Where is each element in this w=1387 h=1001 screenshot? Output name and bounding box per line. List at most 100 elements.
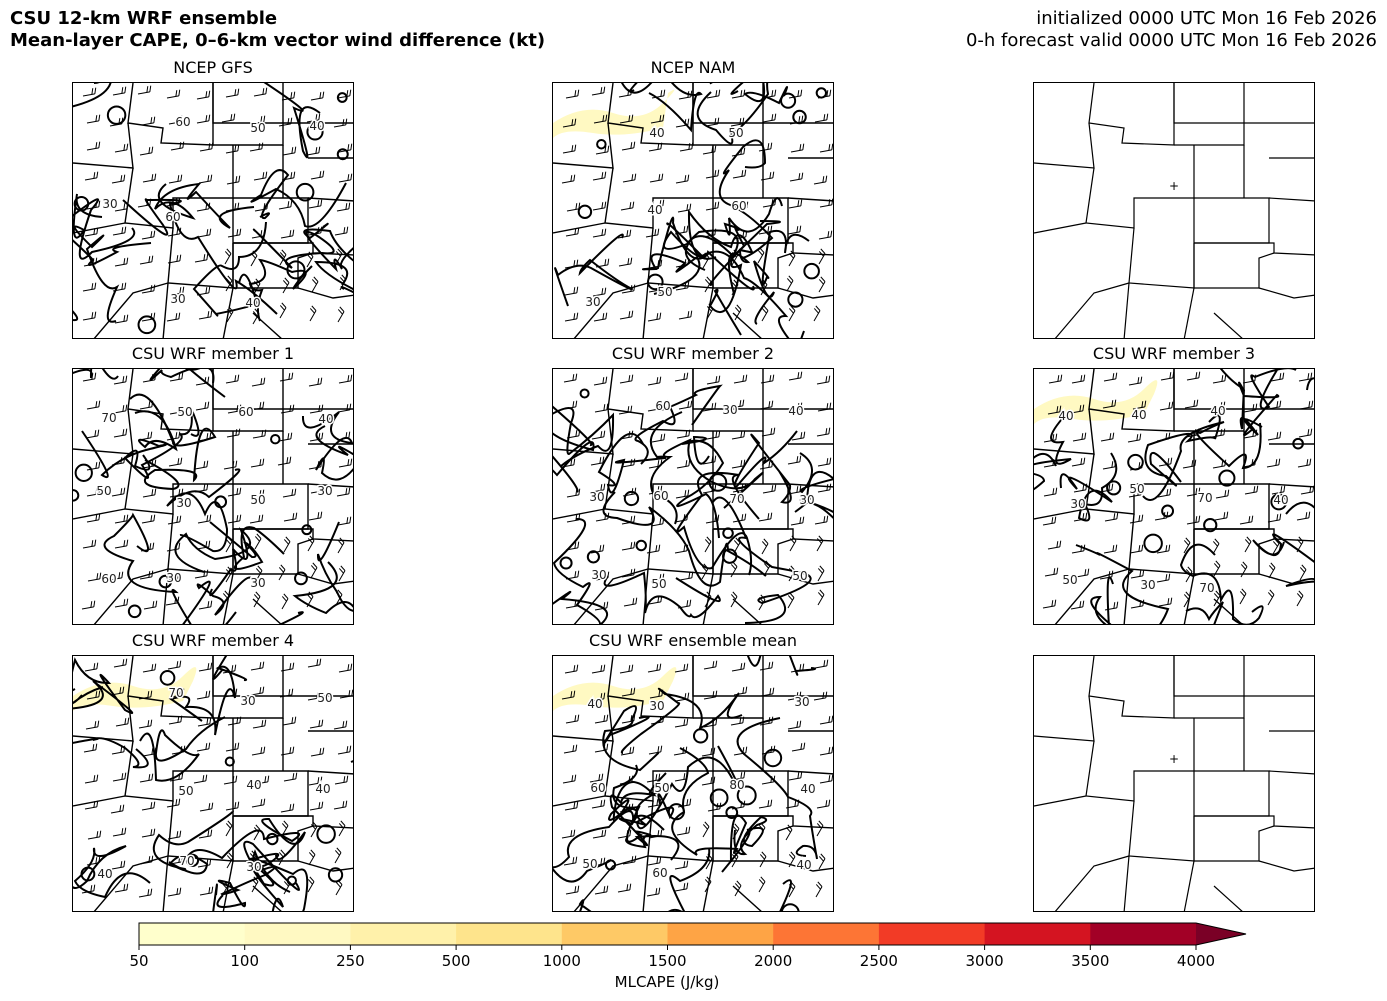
contour-label: 60 — [655, 399, 670, 413]
colorbar-label: MLCAPE (J/kg) — [614, 973, 720, 991]
colorbar-segment — [1090, 923, 1197, 945]
cape-shading — [553, 89, 675, 138]
colorbar-tick-label: 3500 — [1071, 952, 1110, 970]
contour-label: 50 — [654, 781, 669, 795]
contour-label: 30 — [589, 490, 604, 504]
contour-label: 30 — [176, 496, 191, 510]
panel-title: NCEP NAM — [650, 58, 736, 77]
forecast-map-panel: 30 60 50 50 40 60 30 30 70 30 50 — [72, 368, 354, 625]
contour-label: 50 — [651, 577, 666, 591]
colorbar-segment — [773, 923, 880, 945]
panel-title: CSU WRF ensemble mean — [588, 631, 797, 650]
contour-label: 80 — [729, 778, 744, 792]
contour-label: 30 — [170, 292, 185, 306]
contour-label: 50 — [1129, 482, 1144, 496]
colorbar-tick-label: 1500 — [648, 952, 687, 970]
contour-label: 40 — [315, 782, 330, 796]
init-time: initialized 0000 UTC Mon 16 Feb 2026 — [1036, 8, 1377, 29]
contour-label: 50 — [96, 484, 111, 498]
forecast-map-panel: 30 60 50 50 40 60 30 30 70 30 — [552, 368, 834, 625]
contour-label: 30 — [166, 571, 181, 585]
contour-label: 40 — [1058, 409, 1073, 423]
contour-label: 60 — [175, 115, 190, 129]
contour-label: 40 — [796, 858, 811, 872]
panel-title: CSU WRF member 2 — [611, 344, 775, 363]
contour-label: 50 — [792, 569, 807, 583]
contour-label: 40 — [1210, 404, 1225, 418]
contour-label: 40 — [97, 867, 112, 881]
colorbar-tick-label: 1000 — [542, 952, 581, 970]
contour-label: 60 — [653, 489, 668, 503]
basemap-panel: + — [1033, 82, 1315, 339]
contour-label: 60 — [652, 866, 667, 880]
colorbar-segment — [878, 923, 986, 945]
wind-difference-contours — [73, 83, 353, 335]
wind-barbs — [81, 372, 353, 610]
state-borders — [1034, 656, 1314, 911]
colorbar-tick-label: 100 — [230, 952, 260, 970]
contour-label: 40 — [246, 778, 261, 792]
contour-label: 40 — [649, 126, 664, 140]
contour-label: 40 — [1273, 493, 1288, 507]
contour-label: 50 — [582, 857, 597, 871]
forecast-map-panel: 60 40 30 50 60 40 30 — [72, 82, 354, 339]
contour-label: 40 — [309, 119, 324, 133]
colorbar-segment — [350, 923, 457, 945]
state-borders — [73, 83, 353, 338]
colorbar-tick-label: 4000 — [1176, 952, 1216, 970]
contour-label: 60 — [590, 781, 605, 795]
contour-label: 50 — [1062, 573, 1077, 587]
state-borders — [73, 656, 353, 911]
wind-difference-contours — [554, 83, 828, 338]
contour-label: 50 — [250, 121, 265, 135]
contour-label: 30 — [250, 576, 265, 590]
colorbar-segment — [561, 923, 668, 945]
state-borders — [553, 369, 833, 624]
forecast-map-panel: 40 70 50 40 70 50 40 30 30 40 — [1033, 368, 1315, 625]
contour-label: 40 — [587, 697, 602, 711]
wind-barbs — [561, 659, 833, 898]
contour-label: 40 — [788, 404, 803, 418]
contour-label: 40 — [318, 412, 333, 426]
contour-label: 40 — [647, 203, 662, 217]
panel-title: CSU WRF member 4 — [131, 631, 295, 650]
contour-label: 50 — [178, 784, 193, 798]
contour-label: 30 — [240, 694, 255, 708]
colorbar-segment — [244, 923, 351, 945]
colorbar-tick-label: 3000 — [965, 952, 1004, 970]
wind-difference-contours — [553, 656, 818, 911]
contour-label: 30 — [799, 493, 814, 507]
figure-title-line2: Mean-layer CAPE, 0–6-km vector wind diff… — [10, 30, 546, 51]
colorbar-segment — [984, 923, 1091, 945]
wind-barbs — [561, 86, 833, 322]
colorbar-tick-label: 250 — [336, 952, 365, 970]
basemap-panel: + — [1033, 655, 1315, 912]
forecast-map-panel: 40 70 50 70 40 30 40 50 30 — [72, 655, 354, 912]
contour-label: 30 — [649, 699, 664, 713]
contour-label: 70 — [179, 854, 194, 868]
contour-label: 70 — [729, 492, 744, 506]
contour-label: 30 — [591, 568, 606, 582]
wind-barbs — [561, 371, 832, 611]
forecast-map-panel: 40 50 60 80 50 60 40 30 30 40 — [552, 655, 834, 912]
colorbar-tick-label: 2000 — [754, 952, 793, 970]
contour-label: 40 — [245, 296, 260, 310]
cape-shading — [1034, 380, 1158, 424]
contour-label: 30 — [794, 695, 809, 709]
contour-label: 30 — [246, 860, 261, 874]
valid-time: 0-h forecast valid 0000 UTC Mon 16 Feb 2… — [965, 30, 1377, 51]
contour-label: 40 — [1131, 408, 1146, 422]
colorbar-tick-label: 2500 — [859, 952, 898, 970]
figure-title-line1: CSU 12-km WRF ensemble — [10, 8, 278, 29]
contour-label: 70 — [1199, 581, 1214, 595]
contour-label: 50 — [177, 405, 192, 419]
contour-label: 30 — [317, 484, 332, 498]
contour-label: 70 — [1197, 491, 1212, 505]
state-borders — [1034, 83, 1314, 338]
contour-label: 50 — [250, 493, 265, 507]
colorbar-segment — [139, 923, 246, 945]
contour-label: 70 — [168, 686, 183, 700]
wind-barbs — [82, 85, 353, 325]
contour-label: 40 — [800, 782, 815, 796]
contour-label: 60 — [165, 210, 180, 224]
